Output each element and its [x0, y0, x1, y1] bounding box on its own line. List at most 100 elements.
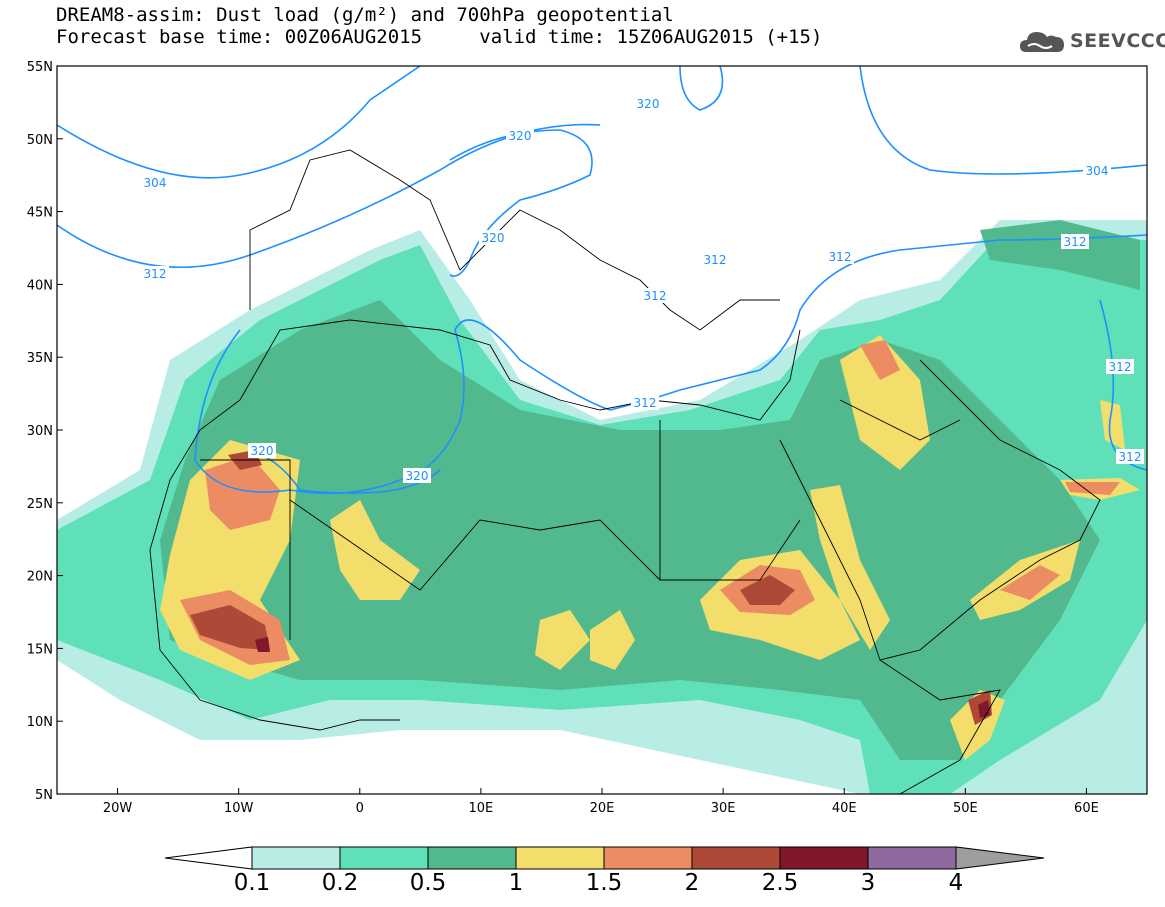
- contour-label: 312: [1109, 360, 1132, 374]
- contour-304-west: [57, 66, 421, 179]
- colorbar-label: 3: [860, 870, 876, 896]
- colorbar-arrow-low: [164, 846, 253, 870]
- logo-text: SEEVCCC: [1070, 30, 1165, 52]
- contour-label-bg: [1116, 449, 1144, 464]
- contour-320-loop: [679, 66, 724, 111]
- colorbar-segment: [251, 846, 341, 870]
- contour-label-bg: [141, 266, 169, 281]
- contour-304-east: [859, 66, 1147, 175]
- colorbar-arrow-high: [955, 846, 1045, 870]
- dust-level-1-i: [590, 610, 635, 670]
- contour-label-bg: [506, 128, 534, 143]
- contour-label-bg: [1061, 234, 1089, 249]
- contour-label-bg: [141, 175, 169, 190]
- contour-label: 320: [251, 444, 274, 458]
- colorbar-label: 2.5: [761, 870, 799, 896]
- colorbar-label: 1: [508, 870, 524, 896]
- map-title: DREAM8-assim: Dust load (g/m²) and 700hP…: [56, 4, 822, 48]
- contour-label: 312: [634, 396, 657, 410]
- contour-labels: 320 320 304 320 312 312 312 312 312 320 320 312 312 3…: [141, 96, 1144, 483]
- dust-level-1-e: [810, 485, 890, 650]
- lon-label: 20E: [590, 801, 615, 816]
- border-d: [839, 399, 961, 441]
- dust-level-1-5-f: [1065, 482, 1120, 495]
- contour-label-bg: [634, 96, 662, 111]
- coast-horn: [879, 659, 1001, 794]
- contour-320-south: [249, 449, 441, 494]
- contour-label-bg: [1106, 359, 1134, 374]
- coast-arabia: [779, 359, 1101, 661]
- lon-label: 20W: [103, 801, 133, 816]
- contour-label: 304: [144, 176, 167, 190]
- dust-level-1-h: [535, 610, 590, 670]
- border-a: [200, 459, 291, 640]
- contour-label: 312: [829, 250, 852, 264]
- dust-level-2-a: [190, 605, 270, 650]
- lat-label: 40N: [27, 278, 53, 293]
- coast-west-africa: [149, 549, 400, 731]
- lat-label: 10N: [27, 715, 53, 730]
- contour-label: 320: [482, 231, 505, 245]
- lat-label: 15N: [27, 642, 53, 657]
- lat-label: 55N: [27, 60, 53, 75]
- border-c: [659, 420, 801, 581]
- colorbar-label: 0.5: [409, 870, 447, 896]
- dust-level-1-b: [330, 500, 420, 600]
- colorbar-segment: [779, 846, 869, 870]
- lat-label: 20N: [27, 570, 53, 585]
- contour-label: 312: [644, 289, 667, 303]
- lon-label: 10E: [469, 801, 494, 816]
- contour-label: 312: [1064, 235, 1087, 249]
- lat-label: 5N: [35, 788, 53, 803]
- dust-level-1-k: [1100, 400, 1125, 450]
- lon-label: 30E: [711, 801, 736, 816]
- contour-label-bg: [701, 252, 729, 267]
- contour-label-bg: [631, 395, 659, 410]
- colorbar-label: 1.5: [585, 870, 623, 896]
- title-line-1: DREAM8-assim: Dust load (g/m²) and 700hP…: [56, 4, 674, 26]
- dust-level-1-5-d: [860, 340, 900, 380]
- lat-label: 35N: [27, 351, 53, 366]
- colorbar-label: 0.2: [321, 870, 359, 896]
- colorbar-segment: [339, 846, 429, 870]
- seevccc-logo: SEEVCCC: [1018, 26, 1165, 58]
- contour-label-bg: [641, 288, 669, 303]
- contour-label: 312: [144, 267, 167, 281]
- lon-label: 40E: [832, 801, 857, 816]
- colorbar-segment: [867, 846, 957, 870]
- lat-label: 50N: [27, 133, 53, 148]
- latitude-labels: 55N 50N 45N 40N 35N 30N 25N 20N 15N 10N 5N: [27, 60, 63, 803]
- contour-label: 320: [637, 97, 660, 111]
- colorbar-segment: [515, 846, 605, 870]
- dust-level-2-5-a: [255, 637, 270, 652]
- cloud-logo-icon: [1020, 32, 1064, 52]
- contour-label: 304: [1086, 164, 1109, 178]
- dust-level-2-b: [740, 575, 795, 605]
- lon-label: 50E: [953, 801, 978, 816]
- colorbar-segment: [427, 846, 517, 870]
- colorbar-segment: [603, 846, 693, 870]
- lon-label: 60E: [1074, 801, 1099, 816]
- lat-label: 45N: [27, 206, 53, 221]
- dust-level-1-5-e: [1000, 565, 1060, 600]
- colorbar-label: 4: [948, 870, 964, 896]
- contour-label: 312: [704, 253, 727, 267]
- lat-label: 25N: [27, 497, 53, 512]
- contour-label: 320: [509, 129, 532, 143]
- contour-label: 312: [1119, 450, 1142, 464]
- lat-label: 30N: [27, 424, 53, 439]
- lon-label: 0: [356, 801, 364, 816]
- contour-label-bg: [826, 249, 854, 264]
- dust-fields: [57, 220, 1147, 794]
- coast-north-africa: [149, 319, 801, 551]
- dust-level-1-d: [840, 335, 930, 470]
- longitude-labels: 20W 10W 0 10E 20E 30E 40E 50E 60E: [103, 788, 1099, 816]
- contour-label-bg: [1083, 163, 1111, 178]
- colorbar-label: 2: [684, 870, 700, 896]
- colorbar-label: 0.1: [233, 870, 271, 896]
- contour-label: 320: [406, 469, 429, 483]
- title-valid-time: valid time: 15Z06AUG2015 (+15): [479, 26, 823, 48]
- dust-level-1-5-a: [205, 455, 280, 530]
- title-base-time: Forecast base time: 00Z06AUG2015: [56, 26, 423, 48]
